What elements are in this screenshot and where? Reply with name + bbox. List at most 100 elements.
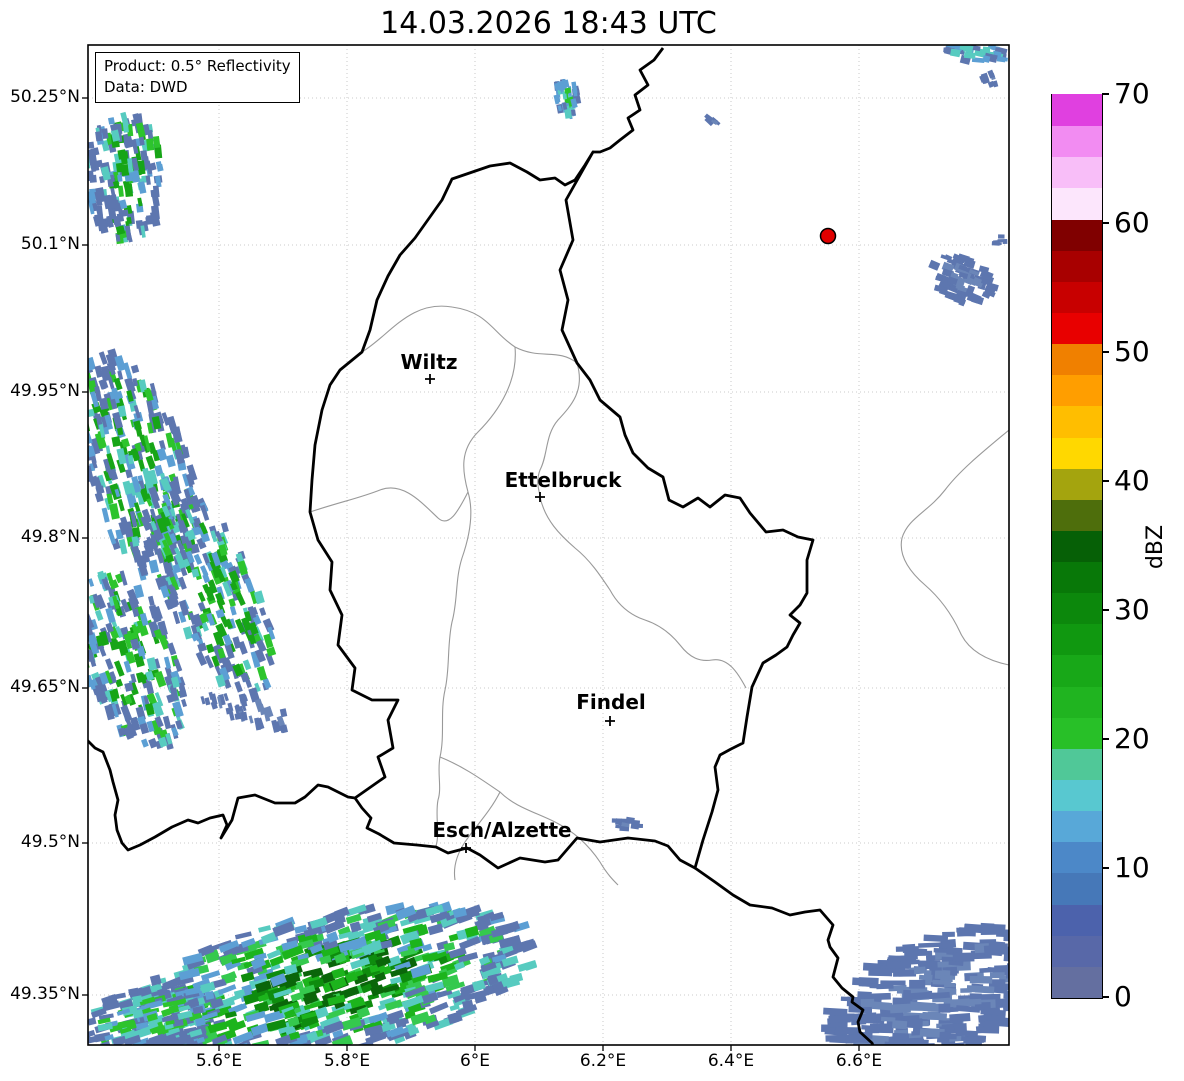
colorbar-segment [1052, 343, 1102, 376]
x-tick-label: 5.6°E [195, 1051, 243, 1071]
colorbar-tick [1102, 93, 1109, 95]
x-tick-label: 6.6°E [835, 1051, 883, 1071]
echo-region-moselle-speck [611, 816, 644, 832]
station-findel: Findel [576, 690, 646, 726]
colorbar-segment [1052, 187, 1102, 220]
radar-site-marker [819, 227, 837, 245]
y-tick-label: 49.5°N [20, 832, 80, 852]
colorbar-segment [1052, 468, 1102, 500]
x-tick-label: 6.2°E [579, 1051, 627, 1071]
country-border-our-river [593, 47, 665, 154]
axis-tick-layer [82, 97, 860, 1051]
y-tick-label: 50.25°N [10, 87, 80, 107]
y-tick-label: 49.35°N [10, 984, 80, 1004]
colorbar-segment [1052, 810, 1102, 843]
colorbar-tick [1102, 351, 1109, 353]
colorbar-segment [1052, 374, 1102, 407]
radar-echo-layer [88, 45, 1009, 1045]
echo-region-east-blob [928, 253, 999, 307]
echo-region-west-band-1 [88, 348, 204, 592]
grid-layer [88, 45, 1009, 1045]
colorbar-segment [1052, 748, 1102, 781]
station-layer: Wiltz Ettelbruck Findel Esch/Alzette [401, 350, 646, 853]
page-title: 14.03.2026 18:43 UTC [380, 6, 717, 41]
colorbar-tick-label: 20 [1114, 722, 1150, 755]
colorbar-segment [1052, 717, 1102, 749]
colorbar-segment [1052, 436, 1102, 469]
border-layer [88, 47, 1009, 1045]
colorbar-axis-label: dBZ [1142, 524, 1168, 570]
y-tick-label: 50.1°N [20, 234, 80, 254]
echo-region-west-specks [200, 691, 289, 734]
map-canvas: Wiltz Ettelbruck Findel Esch/Alzette [82, 44, 1010, 1051]
district-border [439, 756, 619, 886]
district-border [537, 362, 747, 689]
echo-region-east-speck [991, 234, 1008, 246]
product-info-box: Product: 0.5° Reflectivity Data: DWD [95, 52, 300, 103]
colorbar-segment [1052, 94, 1102, 127]
station-label: Findel [576, 690, 646, 714]
map-frame [87, 44, 1010, 1046]
colorbar-segment [1052, 405, 1102, 438]
data-source-line: Data: DWD [104, 78, 188, 96]
district-border [900, 429, 1009, 666]
station-ettelbruck: Ettelbruck [505, 468, 622, 502]
colorbar-tick [1102, 996, 1109, 998]
echo-region-north-cell [553, 78, 582, 120]
colorbar-tick [1102, 222, 1109, 224]
colorbar-tick [1102, 738, 1109, 740]
station-label: Wiltz [401, 350, 458, 374]
country-border-germany-france-se [694, 866, 875, 1045]
colorbar-segment [1052, 872, 1102, 905]
colorbar [1051, 94, 1103, 999]
colorbar-tick-label: 10 [1114, 851, 1150, 884]
y-tick-label: 49.8°N [20, 527, 80, 547]
colorbar-segment [1052, 281, 1102, 313]
colorbar-segment [1052, 841, 1102, 874]
colorbar-tick [1102, 609, 1109, 611]
country-border-luxembourg [308, 150, 815, 870]
station-cross-marker [461, 843, 471, 853]
x-tick-label: 5.8°E [323, 1051, 371, 1071]
colorbar-tick-label: 60 [1114, 206, 1150, 239]
country-border-france-west [88, 739, 356, 852]
colorbar-tick-label: 70 [1114, 77, 1150, 110]
district-border [435, 346, 516, 847]
station-cross-marker [425, 374, 435, 384]
station-cross-marker [605, 716, 615, 726]
echo-region-west-band-2 [140, 476, 277, 703]
colorbar-tick-label: 40 [1114, 464, 1150, 497]
echo-region-southeast-rain [821, 922, 1009, 1045]
station-wiltz: Wiltz [401, 350, 458, 384]
product-line: Product: 0.5° Reflectivity [104, 57, 291, 75]
echo-region-north-speck [704, 113, 721, 127]
colorbar-tick-label: 0 [1114, 980, 1132, 1013]
y-tick-label: 49.65°N [10, 677, 80, 697]
colorbar-segment [1052, 125, 1102, 158]
colorbar-tick [1102, 867, 1109, 869]
colorbar-segment [1052, 561, 1102, 594]
colorbar-segment [1052, 218, 1102, 251]
district-border [309, 487, 469, 522]
station-label: Esch/Alzette [432, 818, 571, 842]
echo-region-west-band-3 [88, 570, 188, 750]
district-border [361, 305, 578, 364]
colorbar-segment [1052, 686, 1102, 718]
echo-region-northeast-speck [979, 69, 999, 88]
y-tick-label: 49.95°N [10, 381, 80, 401]
colorbar-segment [1052, 530, 1102, 563]
colorbar-segment [1052, 935, 1102, 967]
colorbar-segment [1052, 312, 1102, 345]
colorbar-segment [1052, 499, 1102, 531]
colorbar-segment [1052, 623, 1102, 656]
x-tick-label: 6°E [459, 1051, 491, 1071]
x-tick-label: 6.4°E [707, 1051, 755, 1071]
echo-region-northwest-cell [88, 111, 164, 245]
colorbar-segment [1052, 654, 1102, 687]
echo-region-south-west-edge [88, 982, 221, 1045]
colorbar-segment [1052, 250, 1102, 282]
station-cross-marker [535, 492, 545, 502]
colorbar-tick-label: 30 [1114, 593, 1150, 626]
colorbar-segment [1052, 904, 1102, 936]
